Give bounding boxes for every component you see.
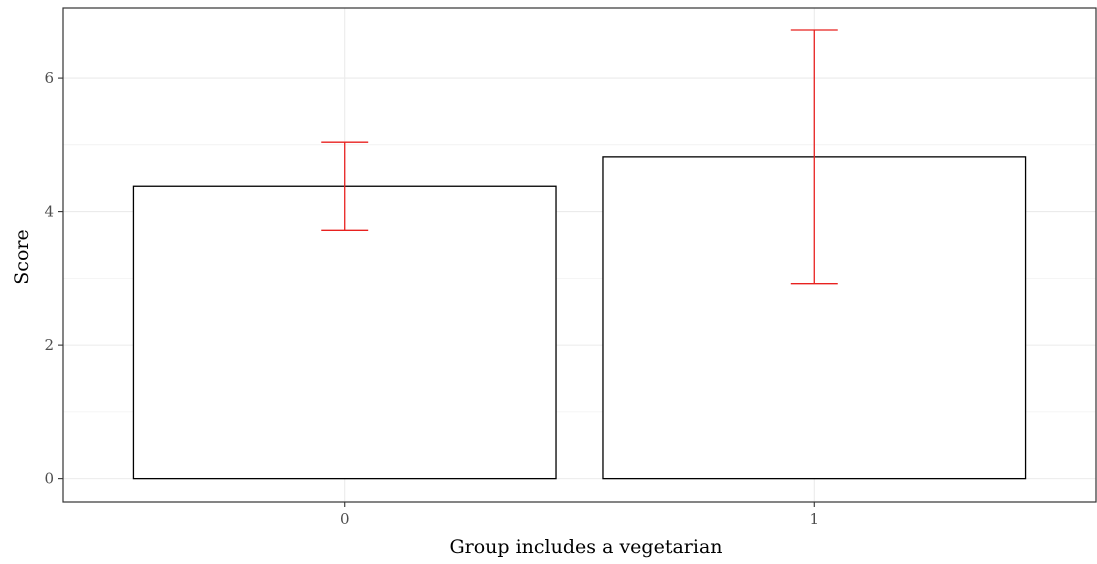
- panel-border: [62, 7, 1097, 503]
- x-tick-label: 0: [340, 510, 350, 528]
- bars: [132, 156, 1027, 480]
- axes: 0 2 4 6 0 1: [44, 69, 819, 528]
- y-tick-label: 6: [44, 69, 54, 87]
- x-axis-title: Group includes a vegetarian: [449, 536, 722, 558]
- y-tick-label: 0: [44, 470, 54, 488]
- error-bar-0: [321, 141, 369, 231]
- y-tick-label: 2: [44, 336, 54, 354]
- y-tick-label: 4: [44, 203, 54, 221]
- error-bars: [321, 29, 838, 285]
- bar-0: [132, 185, 557, 480]
- x-tick-label: 1: [809, 510, 819, 528]
- error-bar-1: [790, 29, 838, 285]
- y-axis-title: Score: [11, 229, 33, 284]
